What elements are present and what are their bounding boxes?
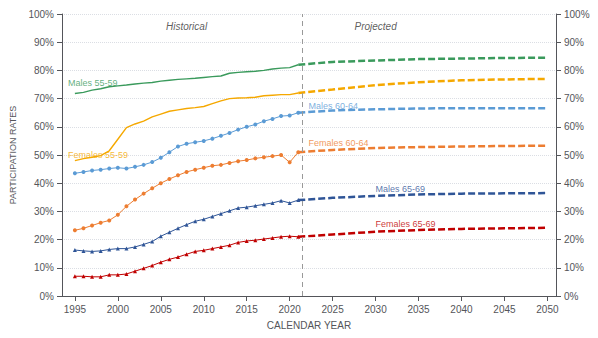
- svg-text:Historical: Historical: [166, 21, 208, 32]
- svg-text:30%: 30%: [564, 206, 584, 217]
- svg-text:0%: 0%: [40, 291, 55, 302]
- svg-text:Males 65-69: Males 65-69: [376, 184, 426, 194]
- svg-text:100%: 100%: [28, 9, 54, 20]
- svg-text:1995: 1995: [64, 304, 87, 315]
- svg-text:20%: 20%: [564, 234, 584, 245]
- svg-text:20%: 20%: [34, 234, 54, 245]
- svg-text:2005: 2005: [150, 304, 173, 315]
- svg-text:2035: 2035: [407, 304, 430, 315]
- svg-text:Females 65-69: Females 65-69: [376, 219, 436, 229]
- svg-text:40%: 40%: [34, 178, 54, 189]
- svg-text:10%: 10%: [34, 262, 54, 273]
- svg-text:2040: 2040: [450, 304, 473, 315]
- svg-text:2030: 2030: [364, 304, 387, 315]
- svg-text:100%: 100%: [564, 9, 590, 20]
- svg-text:Projected: Projected: [354, 21, 397, 32]
- svg-text:10%: 10%: [564, 262, 584, 273]
- svg-text:CALENDAR YEAR: CALENDAR YEAR: [267, 320, 351, 331]
- svg-text:50%: 50%: [34, 150, 54, 161]
- svg-text:PARTICIPATION RATES: PARTICIPATION RATES: [8, 106, 18, 205]
- svg-text:2025: 2025: [322, 304, 345, 315]
- svg-text:60%: 60%: [564, 121, 584, 132]
- svg-text:80%: 80%: [34, 65, 54, 76]
- svg-text:Males 55-59: Males 55-59: [68, 78, 118, 88]
- svg-text:2010: 2010: [193, 304, 216, 315]
- svg-text:50%: 50%: [564, 150, 584, 161]
- svg-text:30%: 30%: [34, 206, 54, 217]
- svg-text:2045: 2045: [493, 304, 516, 315]
- svg-text:Males 60-64: Males 60-64: [309, 101, 359, 111]
- svg-text:90%: 90%: [34, 37, 54, 48]
- svg-text:40%: 40%: [564, 178, 584, 189]
- svg-text:2020: 2020: [279, 304, 302, 315]
- svg-text:Females 55-59: Females 55-59: [68, 150, 128, 160]
- svg-text:60%: 60%: [34, 121, 54, 132]
- svg-text:70%: 70%: [564, 93, 584, 104]
- svg-text:90%: 90%: [564, 37, 584, 48]
- svg-text:0%: 0%: [564, 291, 579, 302]
- svg-text:2015: 2015: [236, 304, 259, 315]
- svg-text:80%: 80%: [564, 65, 584, 76]
- svg-text:70%: 70%: [34, 93, 54, 104]
- svg-text:Females 60-64: Females 60-64: [309, 138, 369, 148]
- svg-text:2000: 2000: [107, 304, 130, 315]
- svg-text:2050: 2050: [536, 304, 559, 315]
